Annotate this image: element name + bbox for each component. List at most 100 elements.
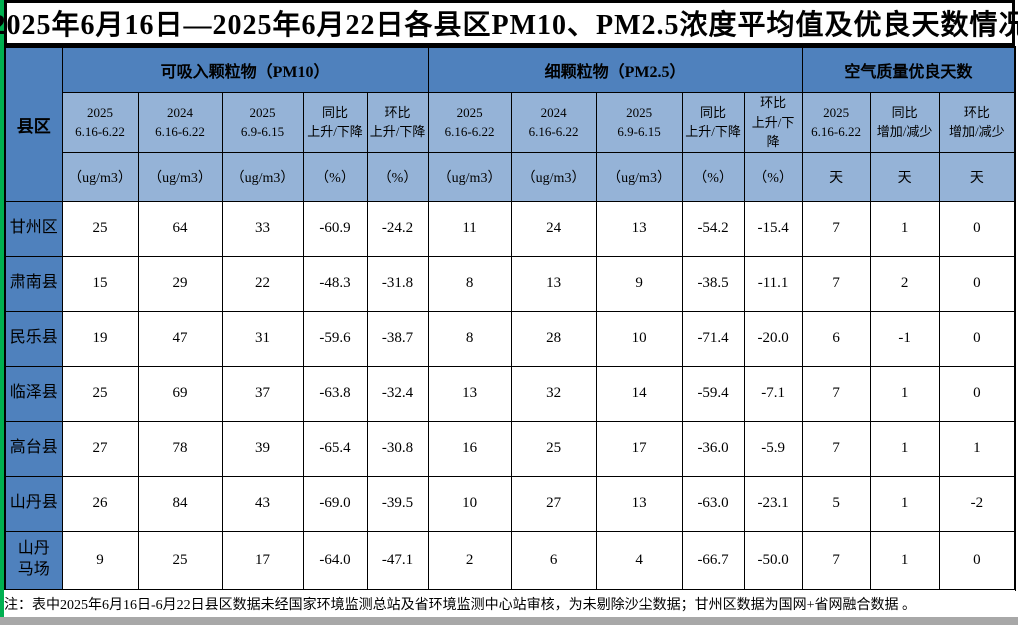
data-cell: -20.0	[743, 310, 803, 367]
data-cell: -63.0	[681, 475, 745, 532]
data-cell: 1	[869, 365, 940, 422]
data-cell: -15.4	[743, 200, 803, 257]
data-cell: -54.2	[681, 200, 745, 257]
row-header-region: 甘州区	[4, 200, 63, 257]
col-header: 环比 上升/下降	[366, 92, 429, 153]
col-header: 2024 6.16-6.22	[137, 92, 223, 153]
data-cell: -71.4	[681, 310, 745, 367]
data-cell: -50.0	[743, 530, 803, 590]
row-header-region: 山丹县	[4, 475, 63, 532]
col-header-line2: 增加/减少	[949, 124, 1005, 140]
row-header-region: 肃南县	[4, 255, 63, 312]
unit-cell: （%）	[743, 151, 803, 202]
unit-cell: （ug/m3）	[510, 151, 597, 202]
data-cell: -36.0	[681, 420, 745, 477]
data-cell: 2	[869, 255, 940, 312]
group-header-good-days: 空气质量优良天数	[801, 46, 1016, 93]
sheet-left-edge	[0, 0, 4, 617]
data-cell: 0	[938, 200, 1016, 257]
col-header-line1: 环比	[384, 104, 411, 120]
col-header-line2: 增加/减少	[876, 124, 933, 140]
data-cell: 26	[61, 475, 139, 532]
col-header-line1: 2025	[456, 104, 483, 120]
data-cell: 25	[137, 530, 223, 590]
data-cell: 11	[427, 200, 512, 257]
data-cell: 10	[595, 310, 683, 367]
table-row: 山丹 马场 9 25 17 -64.0 -47.1 2 6 4 -66.7 -5…	[4, 530, 1016, 590]
data-cell: 27	[61, 420, 139, 477]
data-cell: 7	[801, 420, 871, 477]
data-cell: -59.6	[302, 310, 368, 367]
unit-cell: （%）	[681, 151, 745, 202]
data-cell: 7	[801, 200, 871, 257]
data-cell: 39	[221, 420, 304, 477]
col-header-line1: 2024	[540, 104, 567, 120]
data-cell: 64	[137, 200, 223, 257]
group-header-pm25: 细颗粒物（PM2.5）	[427, 46, 803, 93]
data-cell: 8	[427, 310, 512, 367]
data-cell: -47.1	[366, 530, 429, 590]
data-cell: -66.7	[681, 530, 745, 590]
data-cell: 13	[510, 255, 597, 312]
col-header-line1: 2025	[87, 104, 113, 120]
data-cell: -59.4	[681, 365, 745, 422]
col-header-line1: 2025	[249, 104, 276, 120]
col-header-line2: 6.16-6.22	[528, 124, 579, 140]
table-row: 民乐县 19 47 31 -59.6 -38.7 8 28 10 -71.4 -…	[4, 310, 1016, 367]
data-cell: -69.0	[302, 475, 368, 532]
data-cell: 15	[61, 255, 139, 312]
unit-cell: （%）	[366, 151, 429, 202]
data-cell: 1	[869, 200, 940, 257]
data-cell: 7	[801, 255, 871, 312]
unit-cell: （ug/m3）	[427, 151, 512, 202]
data-cell: -11.1	[743, 255, 803, 312]
table-row: 临泽县 25 69 37 -63.8 -32.4 13 32 14 -59.4 …	[4, 365, 1016, 422]
data-cell: 22	[221, 255, 304, 312]
data-cell: 10	[427, 475, 512, 532]
data-cell: 31	[221, 310, 304, 367]
data-cell: 25	[61, 365, 139, 422]
data-cell: 27	[510, 475, 597, 532]
data-cell: 0	[938, 530, 1016, 590]
data-cell: -64.0	[302, 530, 368, 590]
data-cell: -23.1	[743, 475, 803, 532]
col-header-line1: 2025	[823, 104, 850, 120]
data-cell: -5.9	[743, 420, 803, 477]
col-header-line2: 6.9-6.15	[617, 124, 661, 140]
data-cell: 1	[938, 420, 1016, 477]
group-header-pm10: 可吸入颗粒物（PM10）	[61, 46, 429, 93]
data-cell: 16	[427, 420, 512, 477]
data-cell: -1	[869, 310, 940, 367]
unit-cell: 天	[938, 151, 1016, 202]
col-header-line1: 环比	[760, 95, 787, 110]
data-cell: -60.9	[302, 200, 368, 257]
col-header: 2024 6.16-6.22	[510, 92, 597, 153]
unit-cell: 天	[869, 151, 940, 202]
unit-cell: （ug/m3）	[595, 151, 683, 202]
data-cell: 5	[801, 475, 871, 532]
unit-cell: （ug/m3）	[137, 151, 223, 202]
data-cell: 33	[221, 200, 304, 257]
col-header-line2: 上升/下降	[685, 124, 741, 140]
data-cell: -38.5	[681, 255, 745, 312]
unit-cell: （ug/m3）	[61, 151, 139, 202]
data-cell: 37	[221, 365, 304, 422]
data-cell: 4	[595, 530, 683, 590]
data-cell: 32	[510, 365, 597, 422]
page-title: 2025年6月16日—2025年6月22日各县区PM10、PM2.5浓度平均值及…	[0, 0, 1018, 46]
data-cell: 13	[595, 475, 683, 532]
unit-cell: （%）	[302, 151, 368, 202]
col-header-line2: 6.16-6.22	[75, 124, 125, 140]
data-cell: 0	[938, 310, 1016, 367]
data-cell: 25	[510, 420, 597, 477]
col-header-line2: 6.16-6.22	[811, 124, 862, 140]
data-cell: -7.1	[743, 365, 803, 422]
region-column-header: 县区	[4, 46, 63, 202]
col-header: 2025 6.16-6.22	[427, 92, 512, 153]
col-header-line1: 2025	[626, 104, 653, 120]
row-header-region: 高台县	[4, 420, 63, 477]
data-cell: -2	[938, 475, 1016, 532]
row-header-region: 临泽县	[4, 365, 63, 422]
data-cell: 1	[869, 530, 940, 590]
data-cell: 0	[938, 255, 1016, 312]
